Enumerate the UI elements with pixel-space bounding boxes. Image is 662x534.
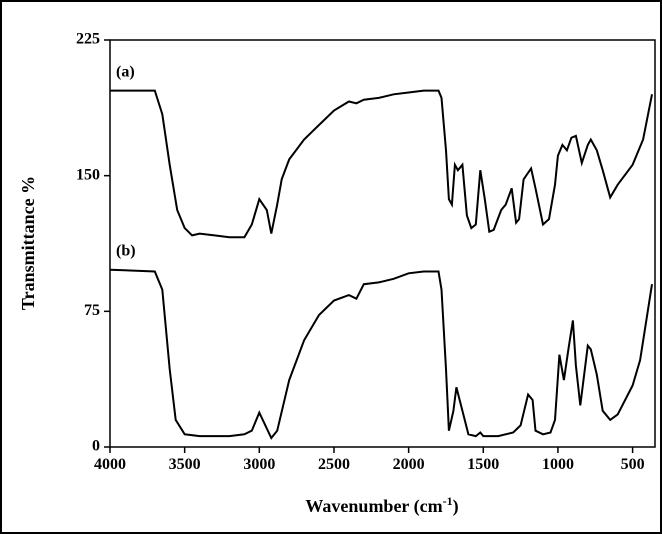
y-tick-label: 75 — [84, 302, 100, 319]
spectrum-line — [109, 268, 653, 440]
x-tick-label: 4000 — [94, 456, 126, 473]
y-tick-label: 225 — [76, 31, 100, 48]
x-tick-label: 2500 — [318, 456, 350, 473]
x-axis-label-end: ) — [453, 496, 459, 517]
x-tick-label: 3000 — [243, 456, 275, 473]
x-axis-label-sup: -1 — [443, 494, 453, 508]
x-tick-label: 2000 — [393, 456, 425, 473]
x-tick-label: 500 — [621, 456, 645, 473]
x-tick-label: 1500 — [467, 456, 499, 473]
series-label: (b) — [116, 243, 136, 260]
plot-frame — [109, 39, 656, 448]
spectrum-line — [110, 89, 653, 239]
x-axis-label: Wavenumber (cm-1) — [305, 494, 458, 517]
x-tick-label: 1000 — [542, 456, 574, 473]
x-tick-label: 3500 — [169, 456, 201, 473]
x-axis-label-main: Wavenumber (cm — [305, 496, 442, 517]
y-tick-label: 150 — [76, 166, 100, 183]
y-axis-label: Transmittance % — [18, 176, 38, 310]
series-label: (a) — [116, 64, 135, 81]
y-tick-label: 0 — [92, 438, 100, 455]
